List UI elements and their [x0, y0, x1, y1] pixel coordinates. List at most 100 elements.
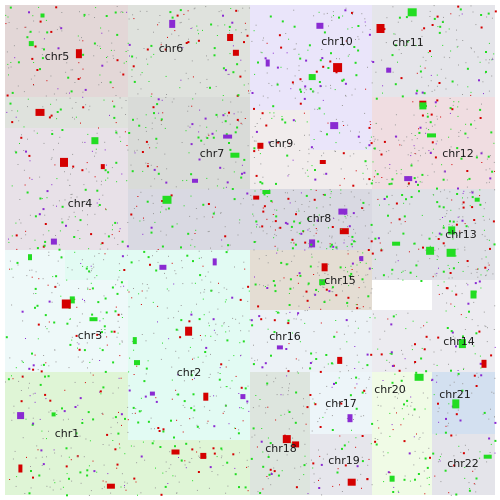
feature-speck: [171, 366, 173, 368]
feature-speck: [150, 164, 152, 166]
feature-speck: [487, 327, 488, 329]
feature-speck: [461, 293, 463, 295]
feature-speck: [81, 259, 83, 261]
feature-speck: [71, 480, 73, 482]
feature-speck: [310, 247, 312, 249]
feature-speck: [92, 374, 94, 376]
feature-speck: [78, 288, 80, 289]
feature-speck: [204, 351, 207, 353]
feature-speck: [453, 381, 455, 383]
feature-speck: [258, 258, 260, 260]
feature-speck: [119, 228, 121, 230]
feature-speck: [209, 395, 211, 397]
feature-speck: [435, 275, 437, 277]
feature-speck: [486, 16, 488, 18]
feature-speck: [107, 171, 110, 174]
feature-speck: [392, 429, 394, 431]
feature-speck: [294, 421, 297, 424]
feature-speck: [488, 239, 490, 241]
feature-speck: [121, 340, 123, 342]
feature-speck: [204, 335, 206, 337]
feature-speck: [64, 171, 65, 173]
feature-speck: [466, 67, 469, 70]
feature-speck: [418, 131, 421, 134]
feature-speck: [287, 370, 290, 373]
feature-speck: [440, 233, 443, 236]
feature-speck: [117, 422, 118, 424]
feature-speck: [118, 263, 120, 265]
feature-speck: [401, 408, 403, 410]
feature-speck: [440, 349, 442, 351]
feature-speck: [39, 197, 42, 200]
feature-speck: [115, 131, 118, 134]
feature-speck: [328, 263, 330, 265]
feature-speck: [231, 296, 234, 299]
feature-speck: [137, 93, 139, 95]
feature-speck: [37, 338, 39, 340]
feature-speck: [41, 430, 43, 432]
feature-speck: [344, 205, 346, 207]
feature-speck: [93, 55, 95, 57]
feature-speck: [326, 408, 328, 410]
feature-speck: [401, 271, 403, 273]
feature-speck: [165, 471, 167, 473]
feature-speck: [56, 29, 58, 31]
feature-speck: [298, 359, 300, 361]
feature-speck: [457, 372, 460, 375]
feature-speck: [270, 473, 273, 475]
feature-speck: [208, 134, 210, 136]
feature-speck: [494, 170, 495, 172]
feature-speck: [343, 242, 345, 244]
feature-speck: [146, 200, 149, 203]
feature-speck: [317, 291, 319, 293]
feature-speck: [220, 212, 221, 214]
feature-speck: [448, 492, 450, 494]
feature-speck: [151, 122, 153, 124]
feature-speck: [46, 197, 48, 199]
feature-speck: [288, 390, 289, 392]
feature-speck: [298, 210, 300, 212]
feature-speck: [369, 121, 371, 123]
feature-speck: [223, 187, 225, 189]
feature-speck: [370, 292, 372, 294]
feature-speck: [60, 27, 63, 30]
feature-speck: [165, 208, 167, 210]
feature-speck: [226, 386, 228, 388]
feature-speck: [195, 93, 197, 95]
feature-speck: [293, 25, 296, 28]
feature-speck: [385, 473, 387, 475]
feature-speck: [38, 213, 41, 216]
feature-speck: [397, 278, 399, 280]
feature-speck: [141, 334, 143, 335]
feature-cluster: [419, 102, 427, 110]
feature-cluster: [200, 452, 207, 459]
feature-speck: [150, 185, 152, 187]
feature-speck: [467, 179, 469, 181]
feature-speck: [13, 45, 15, 47]
feature-speck: [305, 350, 307, 352]
feature-speck: [457, 45, 459, 47]
feature-speck: [48, 411, 50, 413]
feature-speck: [87, 367, 88, 369]
feature-speck: [78, 348, 81, 351]
feature-speck: [126, 180, 128, 182]
feature-speck: [386, 195, 388, 198]
feature-speck: [348, 370, 349, 372]
feature-speck: [155, 269, 158, 272]
feature-speck: [307, 282, 310, 285]
feature-speck: [130, 213, 133, 216]
feature-speck: [51, 130, 53, 131]
feature-speck: [189, 215, 191, 217]
feature-speck: [490, 354, 493, 357]
feature-speck: [322, 458, 324, 460]
feature-speck: [273, 470, 276, 473]
feature-speck: [323, 366, 325, 368]
feature-speck: [145, 297, 147, 299]
feature-speck: [261, 112, 264, 115]
feature-speck: [370, 240, 373, 243]
feature-speck: [406, 40, 409, 43]
feature-speck: [353, 46, 356, 48]
feature-speck: [52, 204, 54, 206]
feature-speck: [23, 126, 25, 128]
feature-speck: [196, 25, 198, 27]
